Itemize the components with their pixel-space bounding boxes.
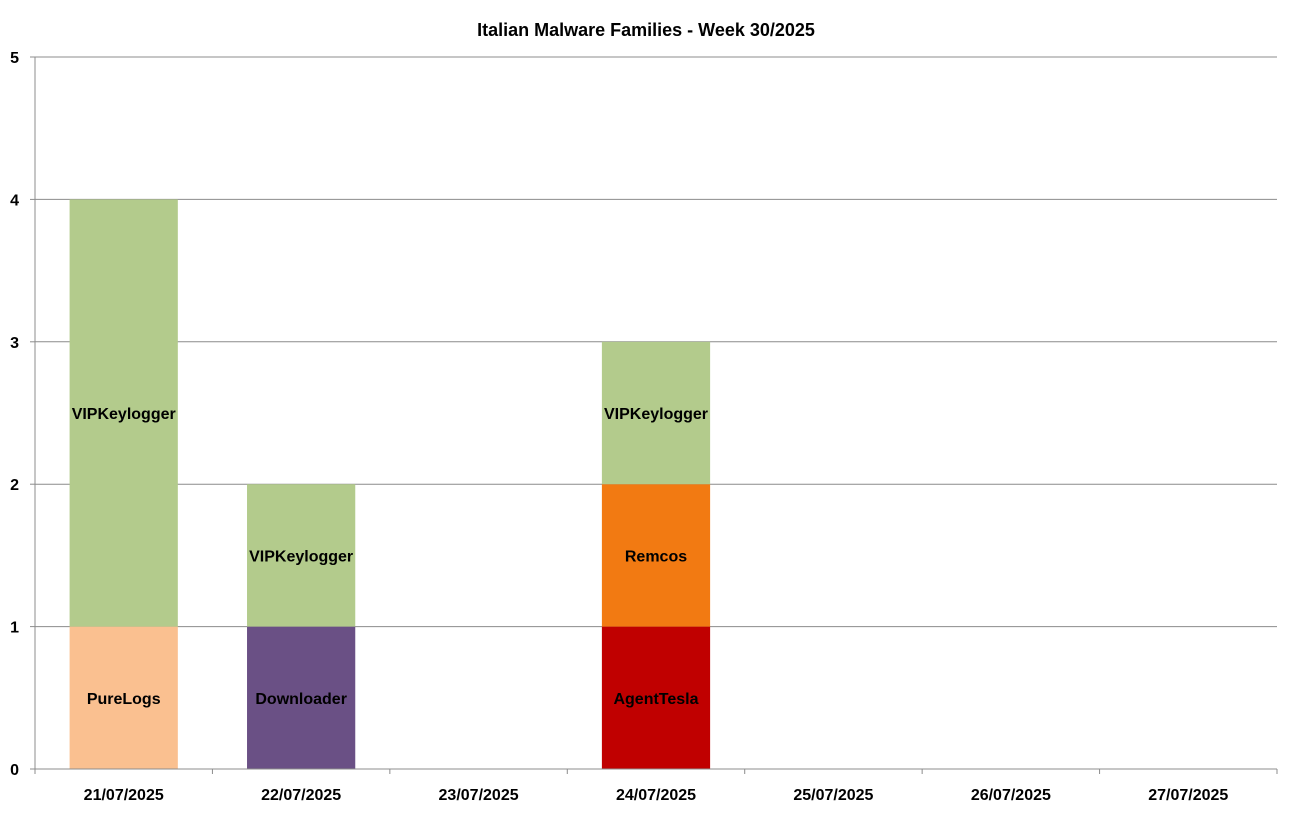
bars	[69, 199, 711, 769]
y-tick-label: 5	[10, 50, 19, 67]
bar-segment	[601, 484, 711, 627]
chart-title: Italian Malware Families - Week 30/2025	[477, 20, 815, 40]
bar-segment	[69, 626, 178, 769]
y-tick-label: 0	[10, 762, 19, 779]
x-tick-label: 21/07/2025	[84, 787, 164, 804]
x-tick-label: 25/07/2025	[793, 787, 873, 804]
bar-segment	[601, 341, 711, 485]
bar-segment	[247, 626, 356, 769]
x-tick-label: 22/07/2025	[261, 787, 341, 804]
axes: 0 1 2 3 4 5 21/07/2025 22/07/2025 23/07/2025 24/0…	[10, 50, 1278, 804]
data-label: Downloader	[255, 691, 347, 708]
x-tick-label: 23/07/2025	[439, 787, 519, 804]
data-label: AgentTesla	[613, 691, 698, 708]
data-label: VIPKeylogger	[72, 406, 176, 423]
labels: PureLogs VIPKeylogger Downloader VIPKeylogg…	[72, 406, 708, 708]
y-tick-label: 2	[10, 477, 19, 494]
y-tick-label: 4	[10, 192, 19, 209]
x-tick-label: 26/07/2025	[971, 787, 1051, 804]
bar-segment	[247, 484, 356, 627]
y-tick-label: 1	[10, 620, 19, 637]
data-label: VIPKeylogger	[249, 548, 353, 565]
x-tick-label: 27/07/2025	[1148, 787, 1228, 804]
data-label: PureLogs	[87, 691, 161, 708]
x-tick-label: 24/07/2025	[616, 787, 696, 804]
bar-segment	[601, 626, 711, 769]
data-label: Remcos	[625, 548, 687, 565]
data-label: VIPKeylogger	[604, 406, 708, 423]
bar-segment	[69, 199, 178, 627]
y-tick-label: 3	[10, 335, 19, 352]
